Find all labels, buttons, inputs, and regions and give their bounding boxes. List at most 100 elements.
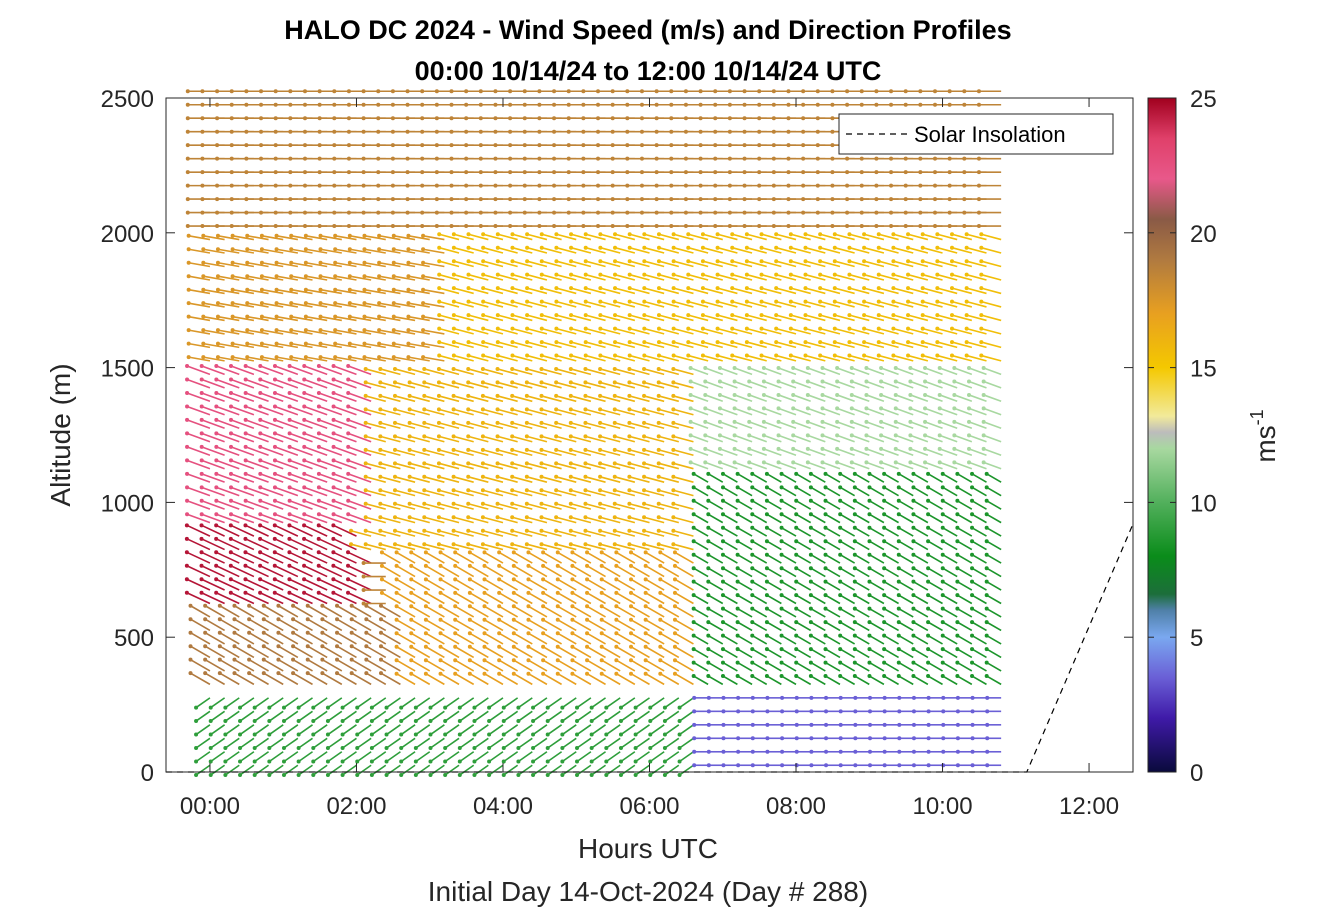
wind-barb xyxy=(604,751,621,764)
wind-barb xyxy=(303,341,328,349)
wind-barb xyxy=(720,660,738,672)
wind-barb xyxy=(238,710,255,724)
wind-barb xyxy=(399,724,416,737)
wind-barb xyxy=(394,563,416,578)
wind-barb xyxy=(184,563,211,578)
wind-barb xyxy=(838,539,856,551)
wind-barb xyxy=(199,563,225,578)
wind-barb xyxy=(501,710,519,724)
wind-barb xyxy=(232,617,255,632)
wind-barb xyxy=(457,751,475,764)
wind-barb xyxy=(302,512,328,524)
x-axis-label: Hours UTC xyxy=(578,833,718,864)
wind-barb xyxy=(780,736,797,741)
wind-barb xyxy=(318,287,342,295)
wind-barb xyxy=(926,620,943,632)
wind-barb xyxy=(852,633,870,645)
wind-barb xyxy=(203,617,226,632)
wind-barb xyxy=(378,474,401,483)
wind-barb xyxy=(706,620,724,632)
wind-barb xyxy=(867,512,885,524)
wind-barb xyxy=(377,355,401,362)
wind-barb xyxy=(318,341,342,349)
wind-barb xyxy=(985,763,1002,768)
legend: Solar Insolation xyxy=(838,113,1114,155)
wind-barb xyxy=(970,695,987,700)
wind-barb xyxy=(302,431,328,443)
wind-barb xyxy=(750,722,767,727)
wind-barb xyxy=(247,630,269,645)
wind-barb xyxy=(472,751,489,764)
wind-barb xyxy=(258,431,284,443)
y-tick-label: 0 xyxy=(141,760,154,787)
wind-barb xyxy=(896,498,914,510)
wind-barb xyxy=(369,751,387,764)
y-axis-label: Altitude (m) xyxy=(45,363,76,506)
wind-barb xyxy=(706,722,723,727)
wind-barb xyxy=(808,471,826,483)
wind-barb xyxy=(377,247,401,254)
wind-barb xyxy=(823,620,841,632)
wind-barb xyxy=(333,314,357,322)
wind-barb xyxy=(364,630,387,645)
wind-barb xyxy=(720,606,738,618)
wind-barb xyxy=(379,590,401,605)
wind-barb xyxy=(252,697,270,710)
wind-barb xyxy=(472,724,489,737)
wind-barb xyxy=(765,749,782,754)
wind-barb xyxy=(276,603,299,618)
wind-barb xyxy=(258,377,284,389)
wind-barb xyxy=(287,590,313,605)
wind-barb xyxy=(575,751,592,764)
wind-barb xyxy=(940,525,958,537)
wind-barb xyxy=(229,404,255,416)
wind-barb xyxy=(852,471,870,483)
wind-barb xyxy=(320,603,343,618)
wind-barb xyxy=(340,724,357,737)
wind-barb xyxy=(984,471,1002,483)
wind-barb xyxy=(926,539,943,551)
wind-barb xyxy=(882,579,899,591)
wind-barb xyxy=(984,674,1002,686)
wind-barb xyxy=(662,737,680,751)
wind-barb xyxy=(243,577,269,591)
wind-barb xyxy=(413,697,431,710)
wind-barb xyxy=(677,724,694,737)
wind-barb xyxy=(346,431,372,443)
wind-barb xyxy=(261,657,284,672)
wind-barb xyxy=(346,577,372,591)
wind-barb xyxy=(384,697,401,710)
wind-barb xyxy=(808,674,826,686)
wind-barb xyxy=(911,763,928,768)
wind-barb xyxy=(274,274,299,281)
wind-barb xyxy=(238,751,255,764)
wind-barb xyxy=(808,566,826,578)
wind-barb xyxy=(867,763,884,768)
wind-barb xyxy=(355,724,372,737)
wind-barb xyxy=(377,341,401,349)
wind-barb xyxy=(243,377,269,389)
wind-barb xyxy=(867,749,884,754)
wind-barb xyxy=(735,566,753,578)
wind-barb xyxy=(794,709,811,714)
wind-barb xyxy=(764,498,782,510)
wind-barb xyxy=(228,590,255,605)
wind-barb xyxy=(391,301,416,308)
wind-barb xyxy=(662,764,680,777)
wind-barb xyxy=(346,485,372,497)
wind-barb xyxy=(852,660,870,672)
wind-barb xyxy=(346,590,372,605)
wind-barb xyxy=(247,657,269,672)
wind-barb xyxy=(392,515,416,524)
wind-barb xyxy=(764,606,782,618)
wind-barb xyxy=(809,763,826,768)
wind-barb xyxy=(575,710,592,724)
wind-barb xyxy=(287,404,313,416)
wind-barb xyxy=(394,671,416,686)
wind-barb xyxy=(838,566,856,578)
wind-barb xyxy=(238,697,255,710)
wind-barb xyxy=(720,485,738,497)
wind-barb xyxy=(333,355,357,362)
x-tick-label: 10:00 xyxy=(912,793,972,820)
wind-barb xyxy=(217,657,240,672)
